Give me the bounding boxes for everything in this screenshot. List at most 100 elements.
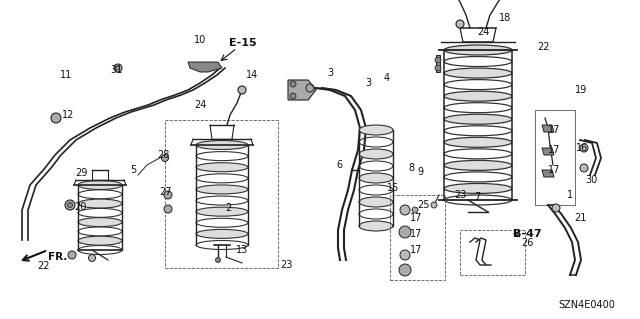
Text: E-15: E-15 [229,38,257,48]
Circle shape [580,144,588,152]
Ellipse shape [196,207,248,216]
Text: 27: 27 [159,187,172,197]
Text: 31: 31 [110,65,122,75]
Ellipse shape [444,45,512,55]
Bar [460,230,525,275]
Ellipse shape [359,197,393,207]
Text: 24: 24 [477,27,489,37]
Text: 6: 6 [336,160,342,170]
Text: 17: 17 [410,229,422,239]
Circle shape [412,207,418,213]
Text: 11: 11 [60,70,72,80]
Text: 26: 26 [521,238,533,248]
Polygon shape [542,148,554,155]
Text: 5: 5 [130,165,136,175]
Text: 14: 14 [246,70,258,80]
Ellipse shape [196,140,248,150]
Text: 3: 3 [327,68,333,78]
Ellipse shape [196,229,248,238]
Text: 23: 23 [454,190,466,200]
Ellipse shape [78,181,122,189]
Polygon shape [288,80,316,100]
Ellipse shape [359,125,393,135]
Text: 13: 13 [236,245,248,255]
Circle shape [51,113,61,123]
Ellipse shape [359,173,393,183]
Text: 17: 17 [548,125,560,135]
Text: 30: 30 [585,175,597,185]
Polygon shape [188,62,222,72]
Text: 9: 9 [417,167,423,177]
Text: 12: 12 [62,110,74,120]
Circle shape [456,20,464,28]
Ellipse shape [444,137,512,147]
Circle shape [114,64,122,72]
Text: 21: 21 [574,213,586,223]
Circle shape [435,57,441,63]
Text: 3: 3 [365,78,371,88]
Ellipse shape [359,149,393,159]
Text: 10: 10 [194,35,206,45]
Ellipse shape [444,68,512,78]
Polygon shape [542,170,554,177]
Circle shape [164,205,172,213]
Ellipse shape [359,221,393,231]
Ellipse shape [444,160,512,170]
Text: 2: 2 [225,203,231,213]
Text: 7: 7 [474,192,480,202]
Circle shape [88,255,95,262]
Bar [390,195,445,280]
Circle shape [290,93,296,99]
Text: 28: 28 [157,150,169,160]
Circle shape [116,66,120,70]
Text: 29: 29 [75,168,87,178]
Bar [535,110,575,205]
Ellipse shape [196,185,248,194]
Circle shape [65,200,75,210]
Text: 17: 17 [410,213,422,223]
Circle shape [216,257,221,263]
Text: 17: 17 [548,165,560,175]
Circle shape [290,81,296,87]
Ellipse shape [78,236,122,245]
Text: 16: 16 [576,143,588,153]
Ellipse shape [444,91,512,101]
Text: 15: 15 [387,183,399,193]
Text: SZN4E0400: SZN4E0400 [559,300,616,310]
Polygon shape [542,125,554,132]
Text: 1: 1 [567,190,573,200]
Circle shape [552,204,560,212]
Text: 4: 4 [384,73,390,83]
Text: 20: 20 [74,202,86,212]
Circle shape [580,164,588,172]
Ellipse shape [196,163,248,172]
Ellipse shape [78,218,122,226]
Circle shape [68,251,76,259]
Circle shape [400,250,410,260]
Ellipse shape [78,199,122,208]
Text: B-47: B-47 [513,229,541,239]
Text: 17: 17 [410,245,422,255]
Circle shape [67,203,72,207]
Text: 25: 25 [418,200,430,210]
Bar [165,120,278,268]
Text: FR.: FR. [48,252,68,262]
Circle shape [400,205,410,215]
Text: 22: 22 [537,42,549,52]
Circle shape [399,264,411,276]
Circle shape [161,154,168,161]
Text: 8: 8 [408,163,414,173]
Polygon shape [436,55,440,72]
Text: 24: 24 [194,100,206,110]
Circle shape [238,86,246,94]
Text: 19: 19 [575,85,587,95]
Circle shape [399,226,411,238]
Text: 18: 18 [499,13,511,23]
Text: 23: 23 [280,260,292,270]
Text: 22: 22 [38,261,51,271]
Ellipse shape [444,114,512,124]
Ellipse shape [444,183,512,193]
Text: 17: 17 [548,145,560,155]
Circle shape [164,191,172,199]
Circle shape [431,202,437,208]
